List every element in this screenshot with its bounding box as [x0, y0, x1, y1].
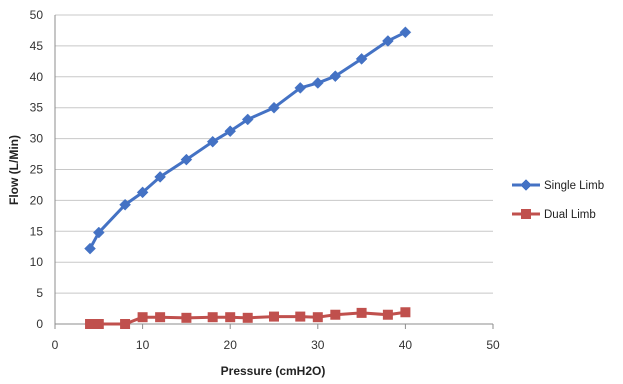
x-tick-label-20: 20	[224, 338, 238, 352]
data-point-single-limb-12	[329, 70, 342, 83]
y-tick-label-30: 30	[30, 132, 44, 146]
legend-label-dual-limb: Dual Limb	[544, 209, 596, 221]
y-tick-label-45: 45	[30, 39, 44, 53]
series-line-dual-limb	[90, 310, 406, 326]
y-axis-title: Flow (L/Min)	[7, 135, 21, 205]
data-point-single-limb-6	[206, 135, 219, 148]
data-point-dual-limb-14	[382, 309, 393, 320]
data-point-dual-limb-0	[85, 319, 96, 329]
data-point-dual-limb-15	[400, 307, 411, 318]
data-point-dual-limb-9	[269, 311, 279, 322]
data-point-single-limb-13	[355, 53, 368, 65]
data-point-single-limb-9	[268, 101, 280, 114]
y-tick-label-25: 25	[30, 163, 44, 177]
y-tick-label-50: 50	[30, 8, 44, 22]
axes	[54, 15, 494, 329]
y-tick-label-35: 35	[30, 101, 44, 115]
y-tick-label-20: 20	[30, 193, 44, 207]
data-point-dual-limb-12	[330, 309, 341, 320]
data-point-single-limb-15	[399, 26, 412, 39]
data-point-single-limb-10	[294, 82, 307, 94]
data-point-dual-limb-10	[295, 311, 306, 322]
legend: Single Limb Dual Limb	[512, 179, 604, 221]
series-dual-limb	[85, 307, 411, 329]
x-tick-label-40: 40	[399, 338, 413, 352]
data-point-single-limb-11	[311, 77, 324, 89]
x-axis-title: Pressure (cmH2O)	[221, 364, 326, 378]
legend-marker-single-limb	[520, 179, 532, 191]
data-point-single-limb-8	[241, 113, 254, 126]
gridlines	[55, 14, 493, 294]
data-point-single-limb-4	[154, 171, 166, 183]
data-point-dual-limb-8	[242, 312, 253, 323]
x-tick-label-50: 50	[486, 338, 500, 352]
legend-item-single-limb: Single Limb	[512, 179, 604, 192]
y-tick-label-40: 40	[30, 70, 44, 84]
x-tick-label-30: 30	[311, 338, 325, 352]
series-line-single-limb	[88, 30, 407, 250]
data-point-single-limb-2	[119, 198, 131, 211]
data-point-single-limb-0	[84, 242, 96, 255]
y-tick-label-0: 0	[36, 317, 43, 331]
data-point-single-limb-1	[92, 226, 105, 239]
data-point-single-limb-14	[382, 35, 394, 47]
data-point-dual-limb-4	[155, 312, 166, 323]
y-tick-label-15: 15	[30, 224, 44, 238]
data-point-dual-limb-1	[93, 319, 104, 329]
series-single-limb	[84, 26, 412, 255]
x-tick-label-0: 0	[52, 338, 59, 352]
data-point-single-limb-5	[180, 153, 193, 166]
legend-item-dual-limb: Dual Limb	[512, 209, 596, 221]
data-point-single-limb-7	[224, 125, 237, 138]
y-tick-labels: 0 5 10 15 20 25 30 35 40 45 50	[30, 8, 44, 331]
data-point-dual-limb-11	[312, 312, 323, 323]
y-tick-label-10: 10	[30, 255, 44, 269]
data-point-dual-limb-7	[225, 312, 236, 323]
x-tick-labels: 0 10 20 30 40 50	[52, 338, 500, 352]
data-point-dual-limb-5	[181, 312, 192, 323]
y-tick-label-5: 5	[36, 286, 43, 300]
legend-marker-dual-limb	[521, 209, 531, 219]
series-group	[84, 26, 412, 329]
data-point-dual-limb-3	[137, 312, 148, 323]
data-point-dual-limb-6	[207, 312, 218, 323]
legend-label-single-limb: Single Limb	[544, 180, 604, 192]
data-point-single-limb-3	[136, 186, 149, 199]
data-point-dual-limb-13	[356, 307, 367, 318]
data-point-dual-limb-2	[120, 319, 131, 329]
x-tick-label-10: 10	[136, 338, 150, 352]
